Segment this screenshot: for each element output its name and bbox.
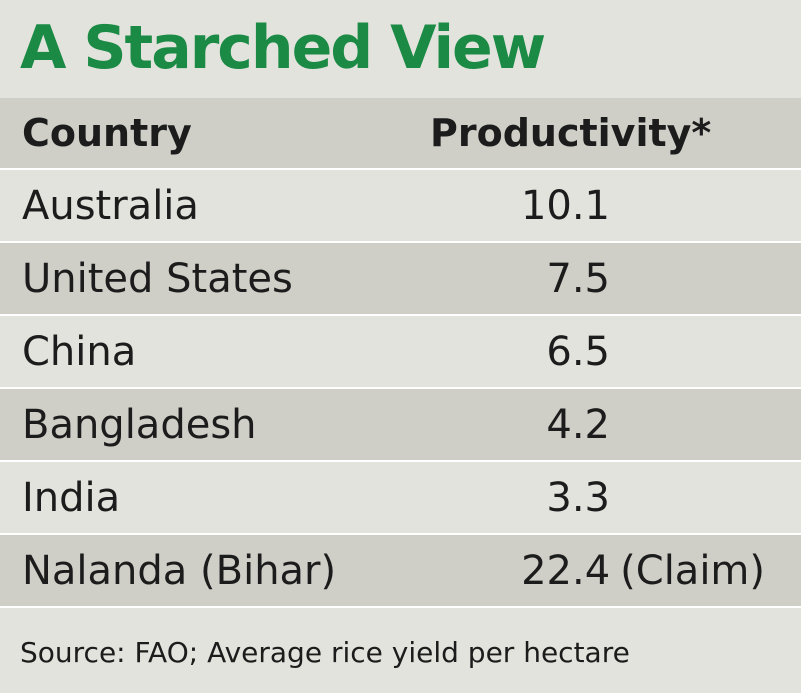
productivity-value: 22.4 (521, 547, 611, 594)
table-row: Australia 10.1 (0, 170, 801, 243)
source-note: Source: FAO; Average rice yield per hect… (20, 636, 630, 669)
country-cell: China (22, 328, 137, 375)
table-row: Bangladesh 4.2 (0, 389, 801, 462)
table-row: India 3.3 (0, 462, 801, 535)
country-cell: India (22, 474, 121, 521)
productivity-table: Country Productivity* Australia 10.1 Uni… (0, 98, 801, 608)
country-cell: United States (22, 255, 293, 302)
productivity-value-cell: 6.5 (546, 328, 610, 375)
productivity-value-cell: 3.3 (546, 474, 610, 521)
table-row: China 6.5 (0, 316, 801, 389)
column-header-productivity: Productivity* (430, 111, 712, 155)
productivity-value-cell: 22.4 (Claim) (395, 535, 765, 606)
country-cell: Bangladesh (22, 401, 257, 448)
claim-note: (Claim) (620, 547, 765, 594)
table-row: United States 7.5 (0, 243, 801, 316)
column-header-country: Country (22, 111, 192, 155)
table-header-row: Country Productivity* (0, 98, 801, 170)
table-row: Nalanda (Bihar) 22.4 (Claim) (0, 535, 801, 608)
productivity-value-cell: 4.2 (546, 401, 610, 448)
productivity-value-cell: 7.5 (546, 255, 610, 302)
country-cell: Australia (22, 182, 199, 229)
country-cell: Nalanda (Bihar) (22, 547, 337, 594)
productivity-value-cell: 10.1 (520, 182, 610, 229)
chart-title: A Starched View (20, 13, 546, 83)
